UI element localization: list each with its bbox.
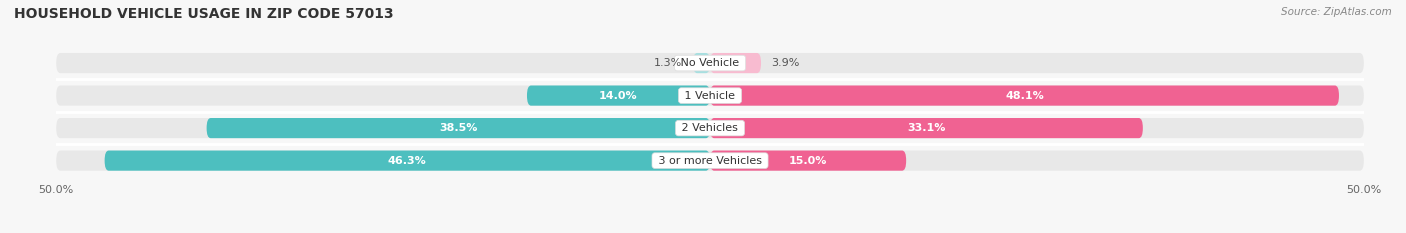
FancyBboxPatch shape — [710, 151, 905, 171]
Text: 48.1%: 48.1% — [1005, 91, 1043, 101]
Text: 1 Vehicle: 1 Vehicle — [682, 91, 738, 101]
Text: 38.5%: 38.5% — [439, 123, 478, 133]
Legend: Owner-occupied, Renter-occupied: Owner-occupied, Renter-occupied — [589, 230, 831, 233]
FancyBboxPatch shape — [693, 53, 710, 73]
FancyBboxPatch shape — [104, 151, 710, 171]
Text: Source: ZipAtlas.com: Source: ZipAtlas.com — [1281, 7, 1392, 17]
Text: 3 or more Vehicles: 3 or more Vehicles — [655, 156, 765, 166]
Text: HOUSEHOLD VEHICLE USAGE IN ZIP CODE 57013: HOUSEHOLD VEHICLE USAGE IN ZIP CODE 5701… — [14, 7, 394, 21]
FancyBboxPatch shape — [207, 118, 710, 138]
Text: 33.1%: 33.1% — [907, 123, 946, 133]
Text: 14.0%: 14.0% — [599, 91, 638, 101]
FancyBboxPatch shape — [56, 53, 1364, 73]
Text: No Vehicle: No Vehicle — [678, 58, 742, 68]
FancyBboxPatch shape — [56, 118, 1364, 138]
FancyBboxPatch shape — [710, 86, 1339, 106]
FancyBboxPatch shape — [710, 53, 761, 73]
FancyBboxPatch shape — [56, 151, 1364, 171]
Text: 3.9%: 3.9% — [772, 58, 800, 68]
Text: 1.3%: 1.3% — [654, 58, 682, 68]
Text: 15.0%: 15.0% — [789, 156, 827, 166]
FancyBboxPatch shape — [56, 86, 1364, 106]
Text: 46.3%: 46.3% — [388, 156, 426, 166]
Text: 2 Vehicles: 2 Vehicles — [678, 123, 742, 133]
FancyBboxPatch shape — [527, 86, 710, 106]
FancyBboxPatch shape — [710, 118, 1143, 138]
